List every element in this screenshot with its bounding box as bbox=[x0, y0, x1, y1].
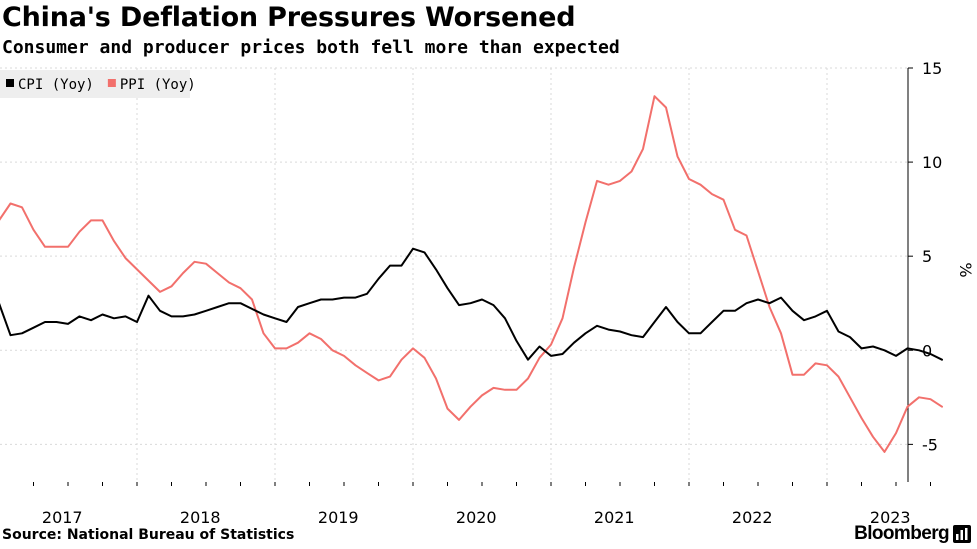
x-tick-label: 2022 bbox=[732, 508, 773, 527]
y-tick-label: 10 bbox=[922, 153, 942, 172]
y-tick-label: 0 bbox=[922, 341, 932, 360]
series-line-ppi bbox=[0, 95, 943, 453]
bloomberg-logo: Bloomberg bbox=[854, 523, 971, 545]
legend-swatch bbox=[107, 79, 116, 87]
x-tick-label: 2019 bbox=[318, 508, 359, 527]
chart-subtitle: Consumer and producer prices both fell m… bbox=[2, 37, 620, 58]
x-tick-label: 2023 bbox=[870, 508, 911, 527]
legend-label: CPI (Yoy) bbox=[18, 77, 94, 93]
bar-chart-icon bbox=[953, 525, 971, 543]
x-tick-label: 2020 bbox=[456, 508, 497, 527]
brand-name: Bloomberg bbox=[854, 523, 949, 544]
series-line-cpi bbox=[0, 247, 943, 361]
y-tick-label: 5 bbox=[922, 247, 932, 266]
x-tick-label: 2018 bbox=[180, 508, 221, 527]
gridlines bbox=[0, 67, 908, 482]
x-tick-label: 2017 bbox=[42, 508, 83, 527]
chart-title: China's Deflation Pressures Worsened bbox=[2, 2, 576, 33]
y-axis-label: % bbox=[956, 262, 975, 277]
y-tick-label: -5 bbox=[922, 435, 938, 454]
legend: CPI (Yoy) PPI (Yoy) bbox=[0, 70, 196, 98]
series-lines bbox=[0, 95, 943, 453]
x-tick-label: 2021 bbox=[594, 508, 635, 527]
legend-background bbox=[0, 70, 190, 98]
axes: 15 10 5 0 -5% 2017 2018 2019 2020 2021 2022 2023 bbox=[33, 59, 975, 527]
legend-label: PPI (Yoy) bbox=[120, 77, 196, 93]
y-tick-label: 15 bbox=[922, 59, 942, 78]
legend-swatch bbox=[6, 79, 14, 87]
source-note: Source: National Bureau of Statistics bbox=[2, 527, 295, 543]
